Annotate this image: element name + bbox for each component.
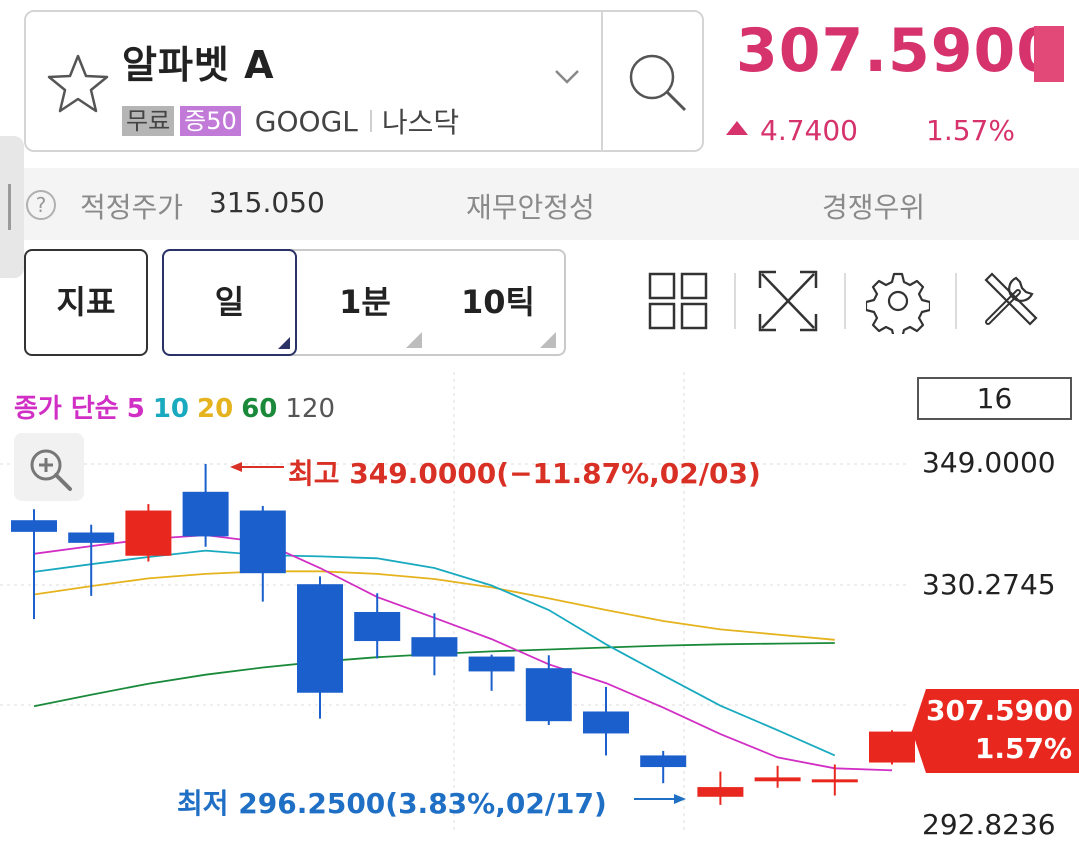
favorite-star-icon[interactable] [46, 52, 110, 116]
y-axis-tick-label: 330.2745 [922, 568, 1056, 601]
candle-body [411, 637, 458, 657]
indicator-button[interactable]: 지표 [24, 249, 148, 356]
divider [734, 273, 736, 329]
candlesticks[interactable] [11, 464, 915, 805]
price-bar [1034, 26, 1064, 82]
dropdown-corner-icon [406, 332, 422, 348]
candle-body [182, 491, 229, 537]
high-price-annotation: 최고 349.0000(−11.87%,02/03) [288, 457, 761, 490]
dropdown-corner-icon [540, 332, 556, 348]
search-button[interactable] [603, 12, 702, 150]
ma-legend-10: 10 [152, 394, 190, 424]
drawer-grip-icon [8, 184, 11, 230]
divider [369, 110, 372, 132]
divider [601, 12, 603, 150]
current-price: 307.5900 [736, 16, 1060, 86]
ma-legend-20: 20 [197, 394, 234, 424]
financial-stability-link[interactable]: 재무안정성 [466, 191, 595, 224]
high-arrow-head [230, 462, 242, 472]
zoom-button[interactable] [14, 433, 84, 501]
ma-legend-60: 60 [241, 394, 278, 424]
period-day-button[interactable]: 일 [162, 249, 297, 356]
ma-legend-5: 5 [126, 394, 145, 424]
current-price-tag [912, 689, 1079, 773]
candle-body [869, 731, 915, 763]
up-triangle-icon [726, 121, 748, 135]
candle-body [468, 656, 515, 672]
info-bar [0, 168, 1079, 240]
help-icon[interactable]: ? [26, 190, 56, 220]
candle-count-input[interactable]: 16 [917, 377, 1072, 420]
candle-body [697, 787, 744, 797]
fair-price-value[interactable]: 315.050 [209, 186, 325, 219]
layout-grid-icon[interactable] [646, 268, 710, 334]
current-price-tag-pct: 1.57% [974, 732, 1072, 765]
candle-body [525, 668, 572, 722]
price-chart[interactable] [0, 372, 1079, 833]
stock-name[interactable]: 알파벳 A [122, 43, 275, 87]
ma20-line [33, 570, 835, 641]
margin-badge: 증50 [180, 106, 241, 136]
free-badge: 무료 [122, 106, 175, 136]
candle-body [297, 584, 343, 693]
search-icon [629, 54, 687, 112]
ma-legend[interactable]: 종가 단순 5 10 20 60 120 [14, 388, 343, 425]
ma-legend-120: 120 [285, 394, 336, 424]
price-change: 4.7400 [760, 114, 858, 147]
competitive-advantage-link[interactable]: 경쟁우위 [822, 191, 926, 224]
chevron-down-icon[interactable] [554, 68, 580, 86]
zoom-in-icon [30, 449, 72, 491]
candle-body [354, 611, 401, 642]
divider [955, 273, 957, 329]
moving-average-lines [33, 534, 893, 772]
period-10tick-button[interactable]: 10틱 [461, 283, 535, 321]
market-name: 나스닥 [381, 106, 460, 139]
divider [844, 273, 846, 329]
dropdown-corner-icon [278, 337, 290, 349]
low-price-annotation: 최저 296.2500(3.83%,02/17) [177, 787, 607, 820]
settings-gear-icon[interactable] [866, 268, 930, 334]
period-1min-button[interactable]: 1분 [339, 283, 391, 321]
current-price-tag-text: 307.5900 1.57% [926, 692, 1074, 768]
annotations [230, 462, 686, 804]
candle-body [640, 755, 687, 768]
candle-body [811, 779, 858, 783]
candle-body [239, 510, 286, 574]
ma-legend-prefix: 종가 단순 [14, 394, 119, 424]
side-drawer-handle[interactable] [0, 136, 24, 278]
stock-selector[interactable]: 알파벳 A 무료 증50 GOOGL 나스닥 [24, 10, 704, 152]
ma5-line [33, 534, 893, 772]
y-axis-tick-label: 349.0000 [922, 446, 1056, 479]
fullscreen-icon[interactable] [756, 268, 820, 334]
current-price-tag-value: 307.5900 [926, 694, 1074, 727]
candle-body [125, 510, 172, 556]
price-change-percent: 1.57% [926, 114, 1015, 147]
candle-body [754, 777, 801, 782]
fair-price-label[interactable]: 적정주가 [80, 191, 184, 224]
candle-body [68, 532, 115, 543]
tools-icon[interactable] [978, 268, 1042, 334]
low-arrow-head [674, 794, 686, 804]
grid [0, 372, 910, 833]
stock-tags: 무료 증50 GOOGL 나스닥 [122, 104, 460, 139]
ticker: GOOGL [254, 104, 358, 138]
candle-body [583, 711, 629, 734]
candle-body [11, 520, 57, 532]
y-axis-tick-label: 292.8236 [922, 808, 1056, 841]
